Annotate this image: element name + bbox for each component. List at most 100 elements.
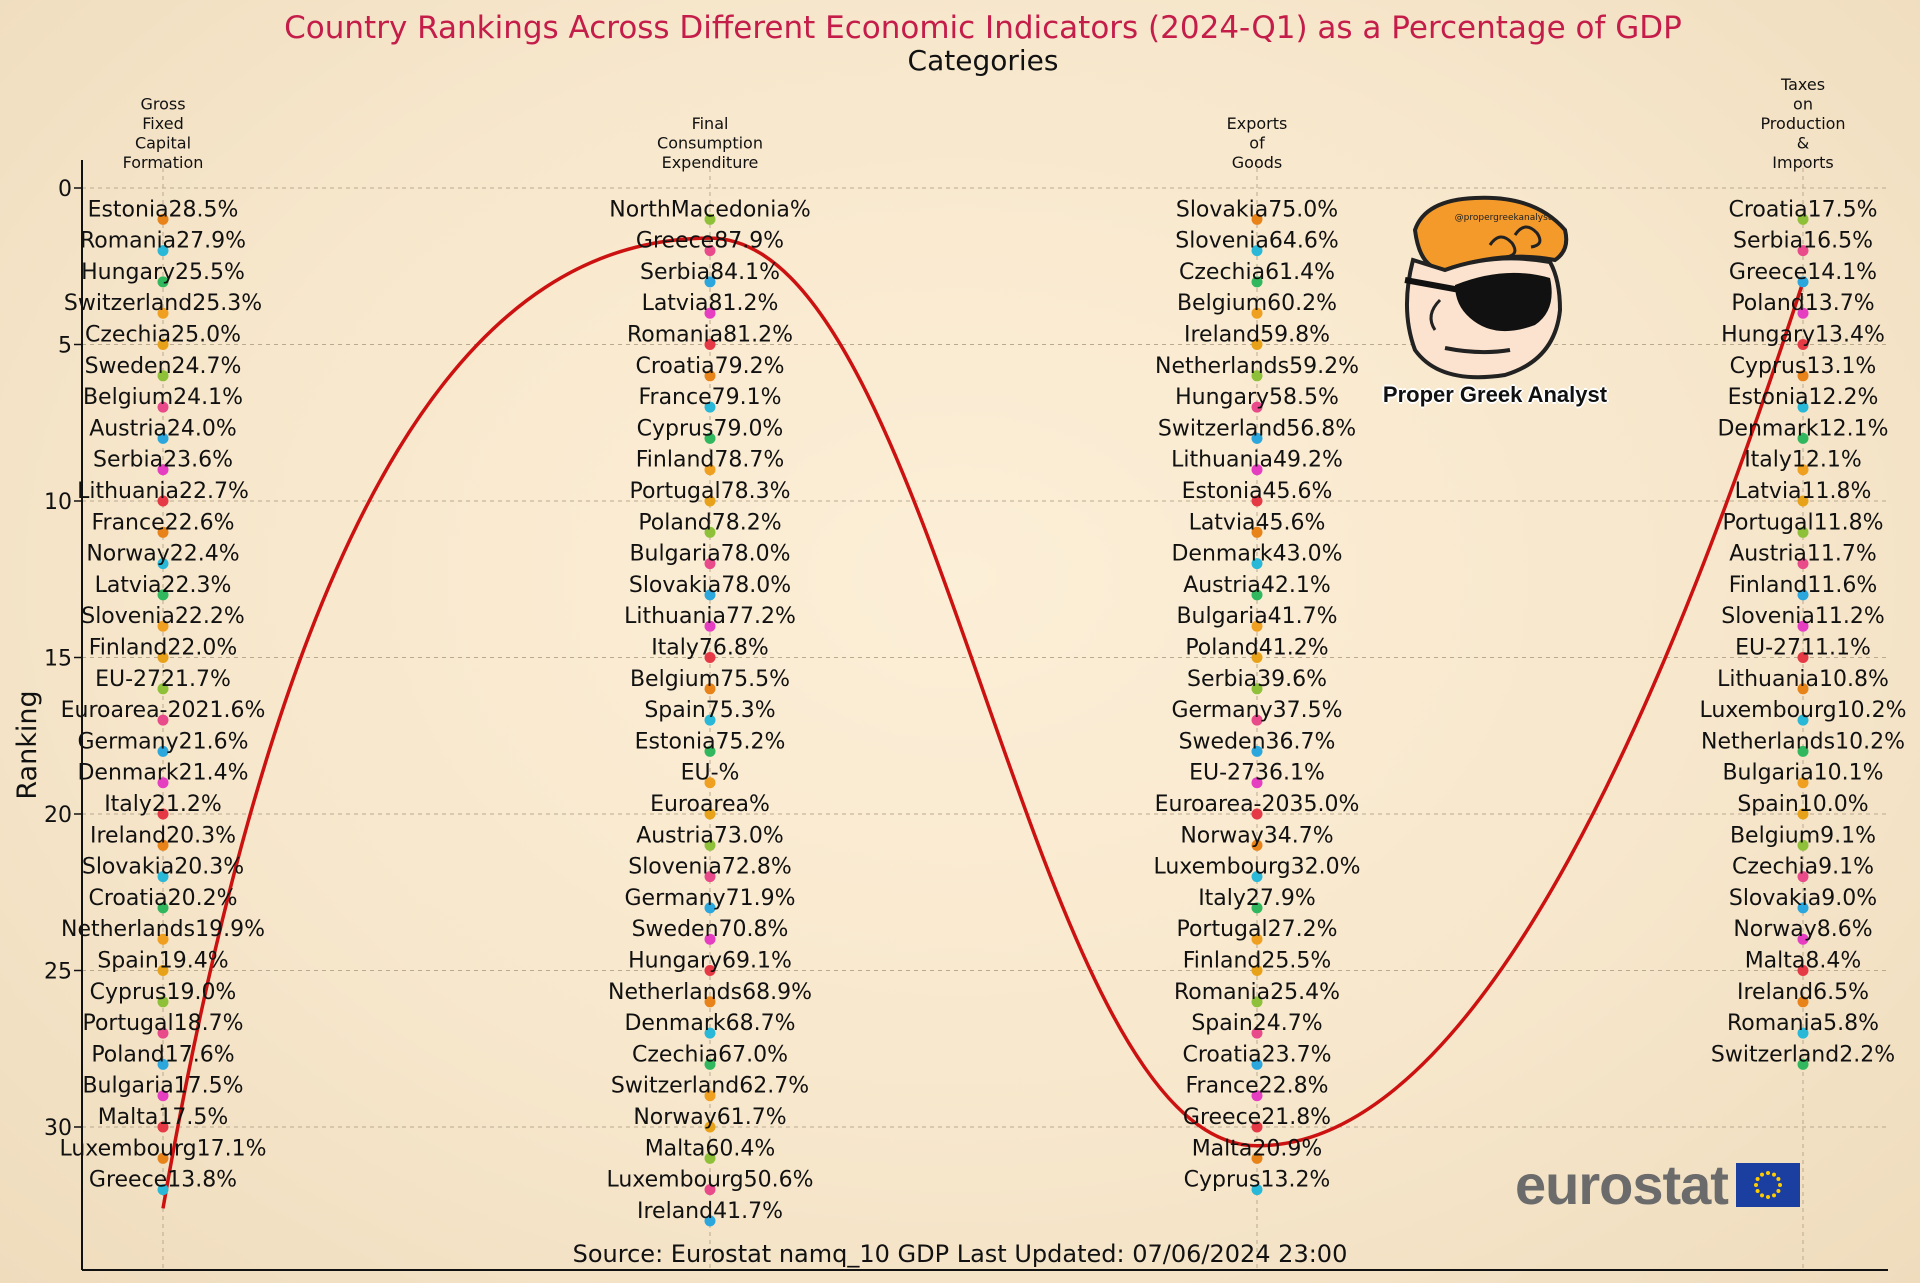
rank-label: Italy12.1% (1744, 448, 1862, 473)
rank-point (704, 276, 716, 288)
rank-point (157, 933, 169, 945)
rank-point (157, 871, 169, 883)
rank-label: Cyprus79.0% (637, 416, 784, 441)
rank-point (1251, 245, 1263, 257)
rank-point (1251, 307, 1263, 319)
rank-point (704, 589, 716, 601)
rank-label: Poland13.7% (1731, 291, 1874, 316)
chart-subtitle: Categories (908, 44, 1059, 77)
rank-label: Norway34.7% (1180, 823, 1333, 848)
rank-label: Greece14.1% (1729, 260, 1877, 285)
rank-label: Estonia28.5% (88, 197, 239, 222)
rank-label: Malta20.9% (1192, 1136, 1323, 1161)
y-tick-label: 5 (58, 334, 72, 359)
category-label: Gross (140, 95, 185, 114)
rank-label: Belgium75.5% (630, 667, 790, 692)
rank-label: Slovakia75.0% (1176, 197, 1338, 222)
rank-label: Czechia61.4% (1179, 260, 1335, 285)
rank-point (157, 432, 169, 444)
rank-point (157, 307, 169, 319)
source-note: Source: Eurostat namq_10 GDP Last Update… (572, 1240, 1348, 1268)
rank-point (704, 683, 716, 695)
rank-label: Greece87.9% (636, 229, 784, 254)
rank-point (157, 1152, 169, 1164)
hair-curl (1488, 235, 1517, 259)
rank-point (1251, 683, 1263, 695)
rank-point (1251, 370, 1263, 382)
rank-point (1251, 902, 1263, 914)
rank-label: EU-2736.1% (1189, 761, 1325, 786)
eurostat-logo: eurostat (1515, 1153, 1800, 1216)
rank-label: Bulgaria10.1% (1722, 761, 1883, 786)
rank-label: Spain19.4% (97, 949, 228, 974)
y-tick-label: 25 (44, 960, 72, 985)
rank-label: Denmark43.0% (1171, 542, 1342, 567)
rank-label: Italy27.9% (1198, 886, 1316, 911)
rank-points (157, 213, 1809, 1227)
rank-point (704, 464, 716, 476)
rank-label: Ireland41.7% (637, 1199, 783, 1224)
rank-label: Croatia79.2% (636, 354, 785, 379)
nose-line (1429, 298, 1442, 331)
rank-point (1251, 839, 1263, 851)
rank-point (1251, 745, 1263, 757)
rank-label: Denmark68.7% (624, 1011, 795, 1036)
rank-point (1251, 777, 1263, 789)
rank-point (157, 902, 169, 914)
rank-point (1797, 370, 1809, 382)
rank-label: Poland41.2% (1185, 636, 1328, 661)
rank-point (1797, 276, 1809, 288)
rank-label: Italy21.2% (104, 792, 222, 817)
y-ticks: 0 5 10 15 20 25 30 (44, 177, 82, 1141)
rank-point (1797, 401, 1809, 413)
rank-label: Germany21.6% (77, 729, 248, 754)
rank-label: Italy76.8% (651, 636, 769, 661)
rank-point (157, 996, 169, 1008)
watermark-caption: Proper Greek Analyst (1382, 382, 1608, 407)
rank-label: Serbia23.6% (93, 448, 233, 473)
rank-label: Greece13.8% (89, 1168, 237, 1193)
rank-point (1797, 432, 1809, 444)
rank-label: Greece21.8% (1183, 1105, 1331, 1130)
category-label: of (1249, 134, 1265, 153)
rank-label: Slovakia9.0% (1729, 886, 1877, 911)
rank-label: Austria73.0% (636, 823, 784, 848)
rank-point (157, 245, 169, 257)
rank-point (1251, 495, 1263, 507)
rank-label: Ireland59.8% (1184, 323, 1330, 348)
rank-label: Serbia84.1% (640, 260, 780, 285)
rank-label: Slovenia22.2% (81, 604, 245, 629)
rank-point (157, 839, 169, 851)
rank-point (157, 370, 169, 382)
rank-point (1251, 589, 1263, 601)
rank-point (157, 745, 169, 757)
rank-labels: Estonia28.5% Romania27.9% Hungary25.5% Swit… (59, 197, 1906, 1224)
rank-point (1251, 714, 1263, 726)
rank-label: Spain75.3% (644, 698, 775, 723)
rank-label: Cyprus19.0% (90, 980, 237, 1005)
rank-label: Austria24.0% (89, 416, 237, 441)
category-label: Exports (1227, 114, 1288, 133)
rank-point (157, 620, 169, 632)
rank-point (1251, 808, 1263, 820)
rank-point (1797, 620, 1809, 632)
rank-label: Cyprus13.2% (1184, 1168, 1331, 1193)
rank-point (704, 401, 716, 413)
rank-point (1797, 558, 1809, 570)
rank-label: Czechia67.0% (632, 1042, 788, 1067)
eurostat-wordmark: eurostat (1515, 1153, 1729, 1216)
rank-point (704, 933, 716, 945)
rank-label: Spain10.0% (1737, 792, 1868, 817)
category-label: Fixed (142, 114, 183, 133)
rank-point (1251, 213, 1263, 225)
rank-point (704, 213, 716, 225)
rank-point (704, 1027, 716, 1039)
rank-point (1797, 495, 1809, 507)
rank-label: Malta60.4% (645, 1136, 776, 1161)
category-label: Formation (123, 153, 204, 172)
rank-label: Germany37.5% (1171, 698, 1342, 723)
rank-point (1251, 1121, 1263, 1133)
rank-label: Czechia25.0% (85, 323, 241, 348)
rank-point (704, 808, 716, 820)
